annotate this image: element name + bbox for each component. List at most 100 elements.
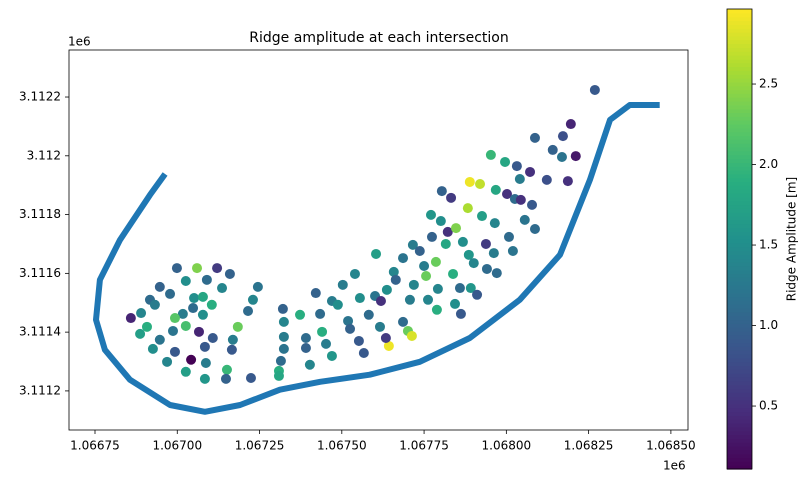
colorbar-step xyxy=(727,235,752,240)
data-point xyxy=(404,294,415,305)
colorbar-step xyxy=(727,32,752,37)
colorbar-step xyxy=(727,216,752,221)
data-point xyxy=(541,174,552,185)
data-point xyxy=(149,299,160,310)
colorbar-step xyxy=(727,62,752,68)
colorbar-step xyxy=(727,292,752,298)
colorbar-step xyxy=(727,20,752,25)
colorbar-step xyxy=(727,116,752,121)
data-point xyxy=(337,279,348,290)
data-point xyxy=(556,151,567,162)
colorbar-step xyxy=(727,223,752,229)
colorbar-step xyxy=(727,28,752,33)
data-point xyxy=(414,246,425,257)
data-point xyxy=(315,308,326,319)
data-point xyxy=(442,226,453,237)
colorbar-step xyxy=(727,407,752,413)
data-point xyxy=(125,313,136,324)
colorbar-step xyxy=(727,265,752,271)
data-point xyxy=(380,333,391,344)
colorbar-step xyxy=(727,97,752,102)
colorbar-step xyxy=(727,39,752,45)
colorbar-step xyxy=(727,170,752,175)
data-point xyxy=(425,209,436,220)
data-point xyxy=(199,373,210,384)
colorbar-step xyxy=(727,323,752,328)
colorbar-step xyxy=(727,334,752,340)
data-point xyxy=(476,211,487,222)
data-point xyxy=(193,326,204,337)
data-point xyxy=(426,231,437,242)
data-point xyxy=(446,192,457,203)
data-point xyxy=(565,119,576,130)
colorbar-step xyxy=(727,74,752,79)
colorbar-step xyxy=(727,315,752,321)
data-point xyxy=(514,174,525,185)
colorbar-step xyxy=(727,78,752,83)
colorbar-step xyxy=(727,311,752,317)
data-point xyxy=(529,132,540,143)
x-tick-label: 1.06825 xyxy=(564,439,614,453)
data-point xyxy=(141,321,152,332)
colorbar-step xyxy=(727,242,752,248)
plot-area xyxy=(93,84,660,415)
data-point xyxy=(354,293,365,304)
colorbar-step xyxy=(727,51,752,56)
data-point xyxy=(468,258,479,269)
colorbar-step xyxy=(727,392,752,397)
colorbar-step xyxy=(727,189,752,194)
data-point xyxy=(463,249,474,260)
colorbar-step xyxy=(727,453,752,459)
colorbar-step xyxy=(727,181,752,186)
colorbar-step xyxy=(727,89,752,94)
data-point xyxy=(226,344,237,355)
x-tick-label: 1.06850 xyxy=(646,439,696,453)
colorbar-step xyxy=(727,304,752,309)
data-point xyxy=(321,338,332,349)
colorbar-step xyxy=(727,219,752,225)
bank-line xyxy=(93,102,660,415)
data-point xyxy=(488,248,499,259)
data-point xyxy=(171,263,182,274)
data-point xyxy=(227,334,238,345)
data-point xyxy=(349,268,360,279)
colorbar-step xyxy=(727,384,752,390)
data-point xyxy=(398,316,409,327)
data-point xyxy=(232,321,243,332)
data-point xyxy=(421,271,432,282)
data-point xyxy=(192,263,203,274)
y-tick-label: 3.1118 xyxy=(19,207,61,221)
colorbar-step xyxy=(727,112,752,117)
colorbar-step xyxy=(727,446,752,451)
data-point xyxy=(358,348,369,359)
data-point xyxy=(310,288,321,299)
data-point xyxy=(515,194,526,205)
colorbar-step xyxy=(727,423,752,428)
colorbar-tick-label: 2.5 xyxy=(759,77,778,91)
colorbar-frame xyxy=(726,8,753,470)
data-point xyxy=(457,236,468,247)
data-point xyxy=(207,333,218,344)
data-point xyxy=(165,288,176,299)
data-point xyxy=(464,176,475,187)
data-point xyxy=(431,304,442,315)
data-point xyxy=(278,316,289,327)
data-point xyxy=(247,294,258,305)
colorbar-step xyxy=(727,285,752,290)
data-point xyxy=(317,326,328,337)
colorbar-step xyxy=(727,58,752,64)
data-point xyxy=(273,370,284,381)
colorbar-step xyxy=(727,173,752,179)
colorbar-step xyxy=(727,331,752,336)
data-point xyxy=(199,341,210,352)
x-tick-label: 1.06750 xyxy=(317,439,367,453)
x-tick-label: 1.06800 xyxy=(482,439,532,453)
data-point xyxy=(500,156,511,167)
colorbar-step xyxy=(727,227,752,232)
colorbar-step xyxy=(727,461,752,466)
data-point xyxy=(589,84,600,95)
data-point xyxy=(406,330,417,341)
colorbar-step xyxy=(727,369,752,374)
colorbar-step xyxy=(727,204,752,209)
